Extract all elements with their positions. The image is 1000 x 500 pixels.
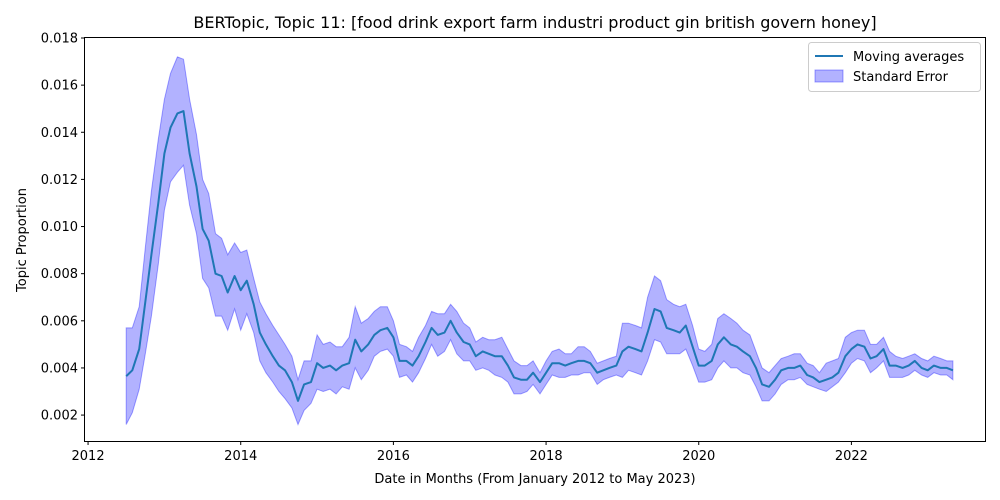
legend: Moving averages Standard Error bbox=[808, 42, 981, 92]
y-tick-label: 0.004 bbox=[41, 361, 78, 376]
y-tick-label: 0.010 bbox=[41, 220, 78, 235]
x-tick-label: 2022 bbox=[835, 449, 868, 464]
legend-label-standard-error: Standard Error bbox=[853, 70, 949, 85]
y-tick-label: 0.018 bbox=[41, 32, 78, 47]
moving-average-line bbox=[125, 110, 954, 402]
y-tick-label: 0.002 bbox=[41, 409, 78, 424]
x-tick-label: 2020 bbox=[682, 449, 715, 464]
y-tick-label: 0.016 bbox=[41, 79, 78, 94]
axes-frame bbox=[84, 37, 986, 442]
standard-error-band bbox=[125, 56, 954, 426]
y-tick-label: 0.008 bbox=[41, 267, 78, 282]
y-axis: 0.002 0.004 0.006 0.008 0.010 0.012 0.014 0.016… bbox=[41, 32, 85, 424]
y-tick-label: 0.012 bbox=[41, 173, 78, 188]
y-tick-label: 0.006 bbox=[41, 314, 78, 329]
legend-label-moving-averages: Moving averages bbox=[853, 50, 964, 65]
x-tick-label: 2012 bbox=[72, 449, 105, 464]
x-tick-label: 2016 bbox=[377, 449, 410, 464]
x-axis: 2012 2014 2016 2018 2020 2022 bbox=[72, 441, 868, 464]
legend-box bbox=[808, 42, 981, 92]
y-tick-label: 0.014 bbox=[41, 126, 78, 141]
legend-band-swatch bbox=[814, 69, 844, 83]
plot-area bbox=[125, 56, 954, 426]
x-axis-label: Date in Months (From January 2012 to May… bbox=[374, 472, 695, 487]
y-axis-label: Topic Proportion bbox=[15, 188, 30, 293]
chart-title: BERTopic, Topic 11: [food drink export f… bbox=[193, 13, 876, 32]
x-tick-label: 2018 bbox=[530, 449, 563, 464]
x-tick-label: 2014 bbox=[224, 449, 257, 464]
